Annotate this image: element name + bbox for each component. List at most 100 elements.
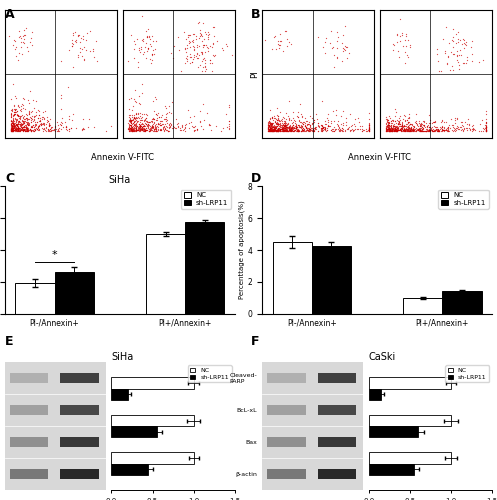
Point bbox=[282, 118, 290, 126]
Point bbox=[477, 127, 485, 135]
Point bbox=[268, 120, 276, 128]
Point bbox=[14, 56, 22, 64]
Point bbox=[393, 38, 401, 46]
Point bbox=[290, 127, 298, 135]
Point bbox=[18, 124, 26, 132]
Point bbox=[154, 122, 162, 130]
Point bbox=[396, 112, 404, 120]
Point bbox=[18, 120, 26, 128]
Point bbox=[384, 118, 392, 126]
Point bbox=[343, 125, 351, 133]
Point bbox=[272, 127, 280, 135]
Point bbox=[13, 122, 21, 130]
Point bbox=[391, 124, 399, 132]
Point bbox=[268, 114, 276, 122]
Point bbox=[153, 112, 161, 120]
Point bbox=[428, 127, 436, 135]
Point bbox=[408, 121, 416, 129]
Point bbox=[386, 122, 394, 130]
Point bbox=[435, 126, 443, 134]
Point bbox=[7, 127, 15, 135]
Point bbox=[184, 32, 192, 40]
Point bbox=[20, 95, 28, 103]
Point bbox=[318, 124, 326, 132]
Point bbox=[171, 124, 179, 132]
Point bbox=[33, 118, 41, 126]
Point bbox=[339, 107, 347, 115]
Point bbox=[50, 126, 58, 134]
Point bbox=[10, 119, 18, 127]
Point bbox=[298, 126, 306, 134]
Point bbox=[266, 126, 274, 134]
Point bbox=[456, 123, 464, 131]
Point bbox=[419, 117, 427, 125]
Point bbox=[446, 116, 454, 124]
Point bbox=[130, 121, 138, 129]
Point bbox=[152, 110, 160, 118]
Point bbox=[74, 54, 82, 62]
Point bbox=[130, 126, 138, 134]
Point bbox=[391, 117, 399, 125]
Point bbox=[127, 124, 135, 132]
Point bbox=[382, 127, 390, 135]
Point bbox=[403, 120, 411, 128]
Point bbox=[418, 126, 426, 134]
Point bbox=[138, 88, 146, 96]
Point bbox=[386, 126, 394, 134]
Point bbox=[324, 118, 332, 126]
Point bbox=[275, 126, 283, 134]
Point bbox=[274, 126, 282, 134]
Point bbox=[289, 124, 297, 132]
Point bbox=[20, 122, 28, 130]
Point bbox=[15, 124, 23, 132]
Point bbox=[392, 125, 400, 133]
Point bbox=[438, 127, 446, 135]
Point bbox=[31, 122, 39, 130]
Point bbox=[390, 127, 398, 135]
Point bbox=[185, 119, 193, 127]
Point bbox=[397, 126, 405, 134]
Point bbox=[272, 124, 280, 132]
Point bbox=[385, 122, 393, 130]
Point bbox=[133, 126, 141, 134]
Point bbox=[394, 126, 402, 134]
Point bbox=[197, 30, 205, 38]
Point bbox=[19, 114, 27, 122]
Point bbox=[268, 124, 276, 132]
Point bbox=[309, 126, 317, 134]
Point bbox=[276, 36, 284, 44]
Point bbox=[303, 124, 311, 132]
Point bbox=[7, 110, 15, 118]
Point bbox=[201, 28, 209, 36]
Point bbox=[193, 54, 201, 62]
Point bbox=[188, 58, 196, 66]
Point bbox=[194, 19, 202, 27]
Point bbox=[178, 121, 186, 129]
Point bbox=[17, 126, 25, 134]
Point bbox=[20, 125, 28, 133]
Point bbox=[278, 124, 286, 132]
Point bbox=[10, 120, 18, 128]
Point bbox=[388, 125, 396, 133]
Point bbox=[279, 120, 287, 128]
Point bbox=[289, 118, 297, 126]
Point bbox=[392, 125, 400, 133]
Point bbox=[427, 124, 435, 132]
Point bbox=[424, 111, 432, 119]
Point bbox=[387, 118, 395, 126]
Point bbox=[470, 126, 478, 134]
Point bbox=[305, 125, 313, 133]
Point bbox=[404, 50, 412, 58]
Point bbox=[385, 126, 393, 134]
Point bbox=[288, 120, 296, 128]
Point bbox=[83, 28, 91, 36]
Point bbox=[44, 126, 52, 134]
Point bbox=[419, 126, 427, 134]
Point bbox=[133, 34, 141, 42]
Point bbox=[8, 127, 16, 135]
Point bbox=[7, 116, 15, 124]
Point bbox=[12, 108, 20, 116]
Point bbox=[341, 22, 349, 30]
Point bbox=[326, 122, 334, 130]
Point bbox=[139, 124, 147, 132]
